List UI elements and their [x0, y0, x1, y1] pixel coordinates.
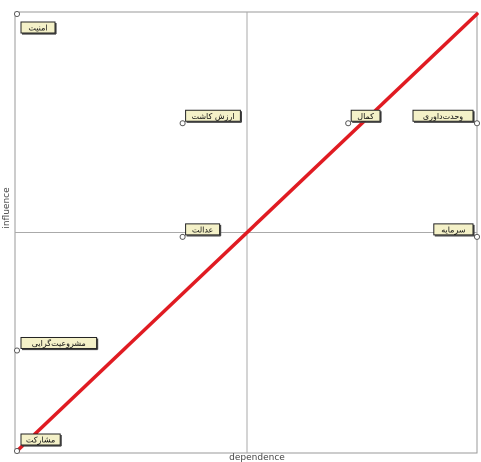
x-axis-label: dependence	[229, 453, 285, 462]
point-label-box	[350, 109, 381, 122]
data-point[interactable]: عدالت	[179, 223, 222, 240]
data-point[interactable]: سرمایه	[433, 223, 480, 240]
point-label-box	[185, 223, 221, 236]
point-marker	[179, 120, 186, 127]
point-label: وحدت‌داوری	[423, 112, 463, 121]
point-marker	[474, 120, 480, 127]
data-point[interactable]: امنیت	[14, 11, 57, 35]
point-label-box	[412, 109, 474, 122]
point-marker	[345, 120, 352, 127]
point-label: مشروعیت‌گرایی	[32, 338, 86, 348]
point-label: عدالت	[192, 225, 214, 234]
data-point[interactable]: مشارکت	[14, 433, 62, 454]
point-label-box	[20, 21, 56, 34]
point-label: امنیت	[28, 24, 47, 33]
point-marker	[474, 233, 480, 240]
point-label: کمال	[357, 112, 374, 121]
point-label: سرمایه	[441, 225, 466, 234]
point-label-box	[185, 109, 241, 122]
data-point[interactable]: کمال	[345, 109, 382, 127]
data-point[interactable]: وحدت‌داوری	[412, 109, 480, 127]
reference-diagonal-line	[15, 12, 479, 453]
point-label: ارزش کاشت	[191, 112, 234, 121]
point-marker	[14, 11, 20, 17]
point-marker	[14, 448, 20, 454]
point-label-box	[20, 336, 98, 349]
y-axis-label: influence	[2, 187, 12, 229]
data-point[interactable]: ارزش کاشت	[179, 109, 242, 127]
point-label-box	[433, 223, 474, 236]
point-label-box	[20, 433, 61, 446]
point-marker	[179, 233, 186, 240]
data-point[interactable]: مشروعیت‌گرایی	[14, 336, 99, 354]
point-label: مشارکت	[26, 436, 55, 445]
point-marker	[14, 347, 20, 354]
